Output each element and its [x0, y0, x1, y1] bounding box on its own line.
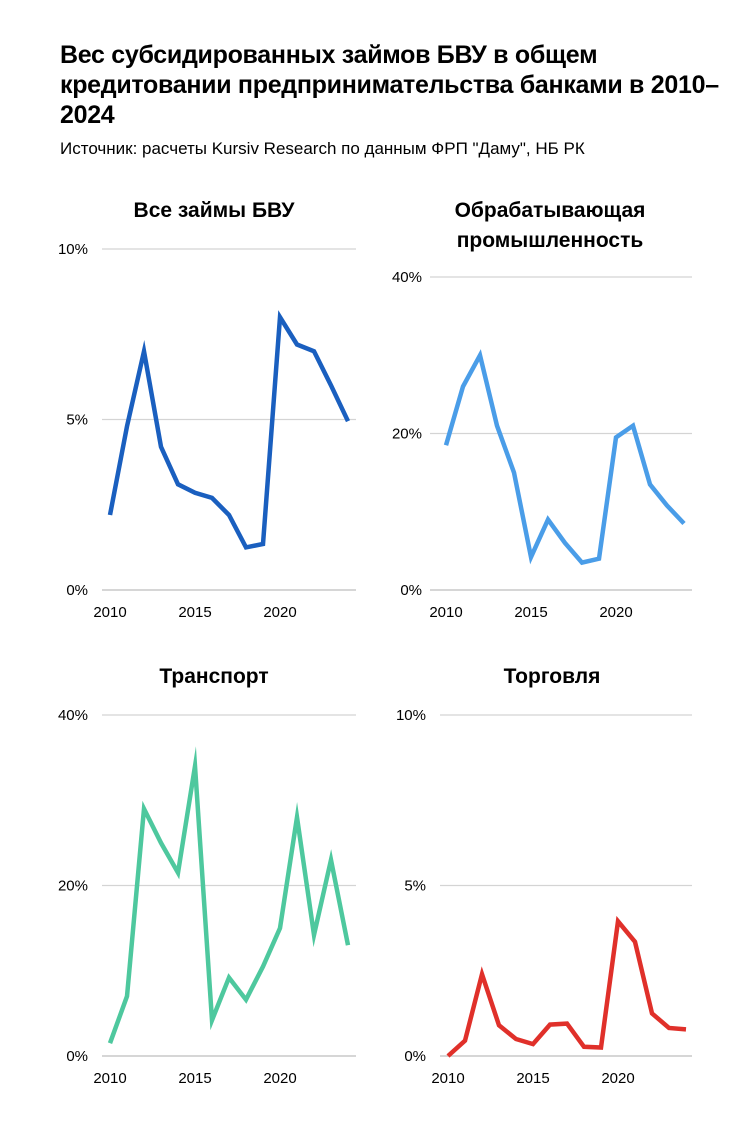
x-tick-label: 2010 — [431, 1070, 464, 1087]
series-line — [446, 915, 687, 1058]
y-tick-label: 10% — [58, 241, 88, 258]
chart-panel-3: 0% 5% 10% 2010 2015 2020 — [396, 707, 692, 1087]
y-tick-label: 0% — [400, 582, 422, 599]
x-tick-label: 2015 — [178, 1070, 211, 1087]
y-tick-label: 40% — [392, 269, 422, 286]
chart-panel-0: 0% 5% 10% 2010 2015 2020 — [58, 241, 356, 621]
chart-source: Источник: расчеты Kursiv Research по дан… — [60, 139, 585, 158]
y-tick-label: 0% — [404, 1048, 426, 1065]
chart-title: Вес субсидированных займов БВУ в общем к… — [60, 41, 719, 129]
series-line — [107, 746, 351, 1044]
chart-panel-2: 0% 20% 40% 2010 2015 2020 — [58, 707, 356, 1087]
y-tick-label: 20% — [58, 878, 88, 895]
y-tick-label: 40% — [58, 707, 88, 724]
y-tick-label: 5% — [404, 878, 426, 895]
x-tick-label: 2010 — [93, 604, 126, 621]
series-line — [443, 349, 686, 566]
x-tick-label: 2010 — [429, 604, 462, 621]
x-tick-label: 2020 — [263, 604, 296, 621]
y-tick-label: 5% — [66, 412, 88, 429]
panel-title-transport: Транспорт — [159, 665, 269, 688]
x-tick-label: 2015 — [178, 604, 211, 621]
y-tick-label: 10% — [396, 707, 426, 724]
x-tick-label: 2015 — [516, 1070, 549, 1087]
x-tick-label: 2010 — [93, 1070, 126, 1087]
panel-title-manufacturing: Обрабатывающая промышленность — [454, 199, 646, 252]
y-tick-label: 0% — [66, 582, 88, 599]
x-tick-label: 2020 — [263, 1070, 296, 1087]
chart-panel-1: 0% 20% 40% 2010 2015 2020 — [392, 269, 692, 621]
panel-title-all-loans: Все займы БВУ — [133, 199, 295, 222]
y-tick-label: 20% — [392, 426, 422, 443]
panel-title-trade: Торговля — [503, 665, 601, 688]
x-tick-label: 2020 — [599, 604, 632, 621]
x-tick-label: 2015 — [514, 604, 547, 621]
series-line — [107, 310, 351, 550]
x-tick-label: 2020 — [601, 1070, 634, 1087]
y-tick-label: 0% — [66, 1048, 88, 1065]
